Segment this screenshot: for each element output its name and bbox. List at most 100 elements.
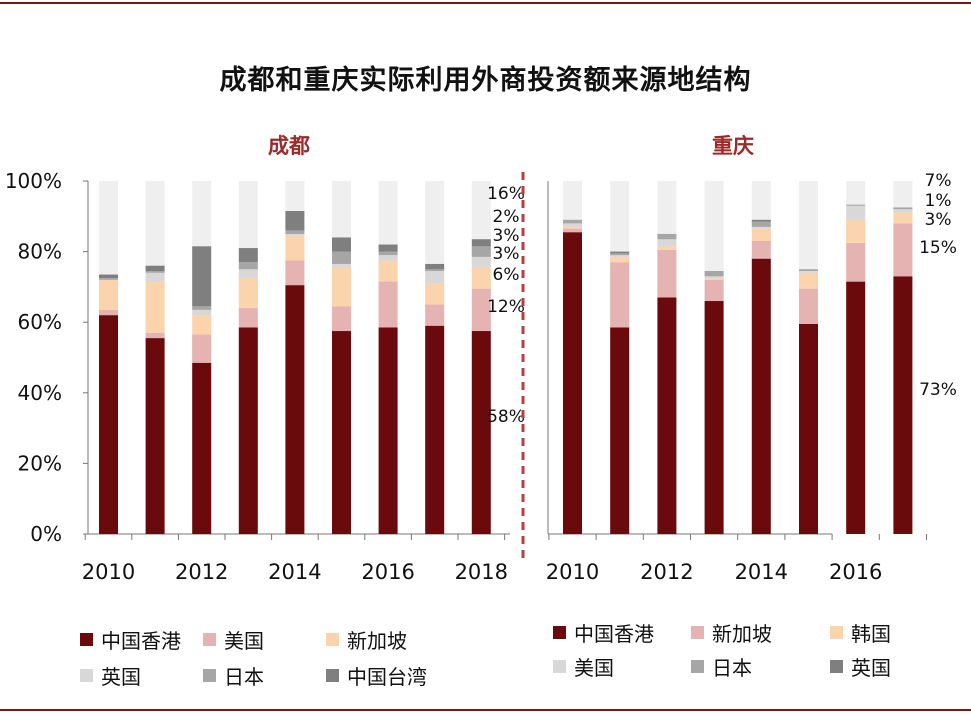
legend-label: 中国香港 — [574, 622, 654, 646]
bar-segment-cd-2015-中国香港 — [332, 331, 351, 534]
value-label-cq: 7% — [925, 171, 952, 191]
y-tick-label: 20% — [18, 451, 62, 475]
bar-segment-cd-2012-中国香港 — [192, 362, 212, 534]
top-rule — [0, 2, 971, 4]
bar-segment-cd-2011-日本 — [145, 271, 165, 273]
x-tick-label-cq: 2012 — [640, 560, 693, 584]
legend-label: 新加坡 — [712, 622, 772, 646]
legend-label: 新加坡 — [347, 629, 407, 653]
legend-label: 日本 — [224, 665, 264, 689]
bar-segment-cd-2010-美国 — [99, 309, 118, 316]
bar-segment-cd-2011-英国 — [145, 272, 165, 282]
x-tick-label-cd: 2014 — [268, 560, 321, 584]
chart-title: 成都和重庆实际利用外商投资额来源地结构 — [219, 65, 752, 96]
bar-segment-cq-2015-美国 — [799, 271, 818, 273]
bar-segment-cd-2014-英国 — [285, 233, 305, 236]
y-tick-label: 80% — [18, 240, 62, 264]
bar-segment-cq-2010-韩国 — [563, 226, 582, 229]
bar-segment-cd-2017-日本 — [425, 269, 445, 272]
bar-segment-cd-2010-新加坡 — [99, 279, 118, 310]
legend-cd-hongkong: 中国香港 — [80, 625, 181, 654]
bar-segment-cq-2013-中国香港 — [704, 301, 724, 534]
bar-segment-cd-2015-美国 — [332, 306, 351, 332]
bar-segment-cd-2015-中国台湾 — [332, 237, 351, 252]
bar-segment-cq-2014-美国 — [751, 226, 771, 229]
bar-segment-cq-2010-日本 — [563, 219, 582, 224]
legend-swatch — [326, 669, 339, 682]
bar-segment-cq-2017-韩国 — [893, 212, 913, 224]
legend-cd-uk: 英国 — [80, 661, 141, 690]
bar-segment-cd-2018-日本 — [471, 246, 491, 257]
legend-swatch — [691, 660, 704, 673]
bar-segment-cd-2018-中国台湾 — [471, 239, 491, 247]
bar-segment-cq-2011-新加坡 — [610, 262, 630, 328]
y-tick-label: 40% — [18, 381, 62, 405]
legend-cq-singapore: 新加坡 — [691, 618, 772, 647]
bar-segment-cq-2016-中国香港 — [846, 281, 866, 534]
value-label-cd: 16% — [487, 184, 525, 204]
bar-segment-cd-2016-日本 — [378, 251, 398, 256]
bar-segment-cq-2011-中国香港 — [610, 327, 630, 534]
bar-segment-cq-2014-英国 — [751, 219, 771, 222]
bar-segment-cd-2012-日本 — [192, 306, 212, 310]
bar-segment-cd-2013-美国 — [238, 308, 258, 328]
legend-cq-japan: 日本 — [691, 652, 752, 681]
bar-segment-cd-2017-英国 — [425, 271, 445, 284]
legend-label: 英国 — [851, 656, 891, 680]
value-label-cd: 6% — [493, 265, 520, 285]
bar-segment-cq-2017-美国 — [893, 209, 913, 213]
bar-segment-cq-2015-韩国 — [799, 272, 818, 289]
legend-swatch — [830, 626, 843, 639]
bar-segment-cq-2013-韩国 — [704, 278, 724, 280]
bar-segment-cd-2011-中国台湾 — [145, 265, 165, 272]
bar-segment-cd-2018-美国 — [471, 288, 491, 332]
legend-cq-uk: 英国 — [830, 652, 891, 681]
bar-segment-cd-2018-英国 — [471, 256, 491, 268]
bar-segment-cd-2012-英国 — [192, 309, 212, 316]
bar-segment-cq-2017-新加坡 — [893, 223, 913, 277]
bar-segment-cq-2013-新加坡 — [704, 279, 724, 302]
bar-segment-cd-2016-中国香港 — [378, 327, 398, 534]
legend-swatch — [203, 633, 216, 646]
bar-segment-cq-2014-中国香港 — [751, 258, 771, 534]
y-tick-label: 60% — [18, 310, 62, 334]
bar-segment-cd-2017-中国香港 — [425, 325, 445, 534]
legend-cq-korea: 韩国 — [830, 618, 891, 647]
bar-segment-cq-2011-韩国 — [610, 256, 630, 263]
bar-segment-cd-2013-中国台湾 — [238, 248, 258, 263]
bar-segment-cq-2016-日本 — [846, 204, 866, 206]
bar-segment-cq-2015-中国香港 — [799, 323, 818, 534]
bar-segment-cq-2012-日本 — [657, 233, 677, 240]
bar-segment-cq-2017-日本 — [893, 207, 913, 210]
bar-segment-cq-2016-韩国 — [846, 219, 866, 243]
legend-label: 美国 — [224, 629, 264, 653]
bar-segment-cd-2010-中国台湾 — [99, 274, 118, 279]
bar-segment-cd-2016-美国 — [378, 281, 398, 328]
bar-segment-cq-2014-日本 — [751, 221, 771, 227]
legend-label: 日本 — [712, 656, 752, 680]
bar-segment-cd-2010-中国香港 — [99, 315, 118, 534]
legend-swatch — [691, 626, 704, 639]
bar-segment-cq-2015-新加坡 — [799, 288, 818, 324]
bar-segment-cd-2014-中国台湾 — [285, 211, 305, 231]
bar-segment-cd-2016-英国 — [378, 255, 398, 261]
bar-segment-cq-2016-美国 — [846, 205, 866, 220]
bar-segment-cq-2011-日本 — [610, 253, 630, 256]
legend-swatch — [553, 660, 566, 673]
legend-label: 中国台湾 — [347, 665, 427, 689]
value-label-cd: 58% — [487, 407, 525, 427]
bar-segment-cd-2014-日本 — [285, 230, 305, 234]
bottom-rule — [0, 709, 971, 711]
x-tick-label-cd: 2012 — [175, 560, 228, 584]
value-label-cd: 2% — [493, 207, 520, 227]
x-tick-label-cq: 2016 — [829, 560, 882, 584]
legend-swatch — [326, 633, 339, 646]
bar-segment-cd-2017-新加坡 — [425, 283, 445, 305]
legend-label: 中国香港 — [101, 629, 181, 653]
bar-segment-cq-2010-中国香港 — [563, 232, 582, 534]
bar-segment-cd-2017-中国台湾 — [425, 263, 445, 270]
bar-segment-cd-2013-中国香港 — [238, 327, 258, 534]
value-label-cq: 1% — [925, 191, 952, 211]
bar-segment-cd-2012-新加坡 — [192, 315, 212, 335]
